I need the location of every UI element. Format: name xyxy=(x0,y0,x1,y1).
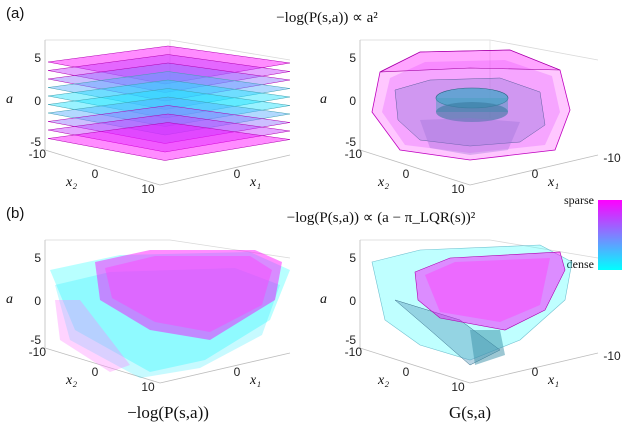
a-axis-label: a xyxy=(6,92,13,107)
colorbar-top-label: sparse xyxy=(564,193,594,207)
gs-surface-b xyxy=(371,244,573,366)
x1-axis-label: x₁ xyxy=(547,373,559,388)
z-tick: -5 xyxy=(30,333,41,347)
x1-axis-label: x₁ xyxy=(249,175,261,190)
title-a: −log(P(s,a)) ∝ a² xyxy=(276,10,378,26)
gs-surface-a xyxy=(371,49,571,161)
x2-tick: -10 xyxy=(29,147,47,161)
level-set-plane xyxy=(47,62,291,102)
level-set-sheet xyxy=(95,250,282,340)
title-b: −log(P(s,a)) ∝ (a − π_LQR(s))² xyxy=(287,210,476,226)
x2-tick: -10 xyxy=(345,345,363,359)
level-set-sheet xyxy=(55,268,280,378)
level-set-plane xyxy=(47,71,291,110)
level-set-plane xyxy=(47,113,291,153)
x2-axis-label: x₂ xyxy=(377,373,389,388)
level-set-sheet xyxy=(55,300,130,372)
z-tick: -5 xyxy=(345,135,356,149)
column-label-right: G(s,a) xyxy=(449,403,491,422)
level-set-plane xyxy=(47,45,291,85)
a-axis-label: a xyxy=(6,292,13,307)
x2-tick: 0 xyxy=(403,167,410,181)
x2-tick: 10 xyxy=(451,380,465,394)
level-set-plane xyxy=(47,122,291,161)
a-axis-label: a xyxy=(320,292,327,307)
z-tick: 5 xyxy=(34,251,41,265)
x2-axis-label: x₂ xyxy=(377,175,389,190)
level-set-plane xyxy=(47,96,291,136)
panel-b-right: 5 0 -5 a -10 0 10 x₂ 0 -10 x₁ xyxy=(320,239,621,394)
x2-tick: 10 xyxy=(141,380,155,394)
level-set-plane xyxy=(47,105,291,144)
x2-axis-label: x₂ xyxy=(65,175,77,190)
z-tick: 0 xyxy=(34,294,41,308)
x2-tick: -10 xyxy=(345,147,363,161)
x2-tick: 10 xyxy=(451,182,465,196)
z-tick: 0 xyxy=(34,94,41,108)
z-tick: 0 xyxy=(349,294,356,308)
x1-tick: -10 xyxy=(603,349,621,363)
x1-tick: 0 xyxy=(234,167,241,181)
panel-a-right: 5 0 -5 a -10 0 10 x₂ 0 -10 x₁ xyxy=(320,39,621,196)
column-label-left: −log(P(s,a)) xyxy=(127,403,209,422)
x1-tick: 0 xyxy=(532,365,539,379)
x2-axis-label: x₂ xyxy=(65,373,77,388)
z-tick: 5 xyxy=(349,251,356,265)
colorbar-bottom-label: dense xyxy=(567,257,594,271)
panel-b-left: 5 0 -5 a -10 0 10 x₂ 0 x₁ xyxy=(6,239,291,394)
level-set-plane xyxy=(47,88,291,127)
z-tick: 5 xyxy=(34,51,41,65)
x2-tick: -10 xyxy=(29,345,47,359)
x2-tick: 0 xyxy=(403,365,410,379)
panel-label-a: (a) xyxy=(6,5,24,22)
x2-tick: 0 xyxy=(92,365,99,379)
panel-a-left: 5 0 -5 a -10 0 10 x₂ 0 x₁ xyxy=(6,39,291,196)
z-tick: -5 xyxy=(345,333,356,347)
x1-axis-label: x₁ xyxy=(249,373,261,388)
x1-tick: 0 xyxy=(234,365,241,379)
level-set-sheet xyxy=(50,252,290,372)
x1-axis-label: x₁ xyxy=(547,175,559,190)
x1-tick: -10 xyxy=(603,151,621,165)
x2-tick: 0 xyxy=(92,167,99,181)
level-set-plane xyxy=(47,79,291,119)
level-set-sheet xyxy=(105,256,272,332)
a-axis-label: a xyxy=(320,92,327,107)
z-tick: 5 xyxy=(349,51,356,65)
z-tick: 0 xyxy=(349,94,356,108)
z-tick: -5 xyxy=(30,135,41,149)
x2-tick: 10 xyxy=(141,182,155,196)
colorbar xyxy=(598,200,622,270)
level-set-plane xyxy=(47,54,291,93)
panel-label-b: (b) xyxy=(6,205,24,222)
x1-tick: 0 xyxy=(532,167,539,181)
